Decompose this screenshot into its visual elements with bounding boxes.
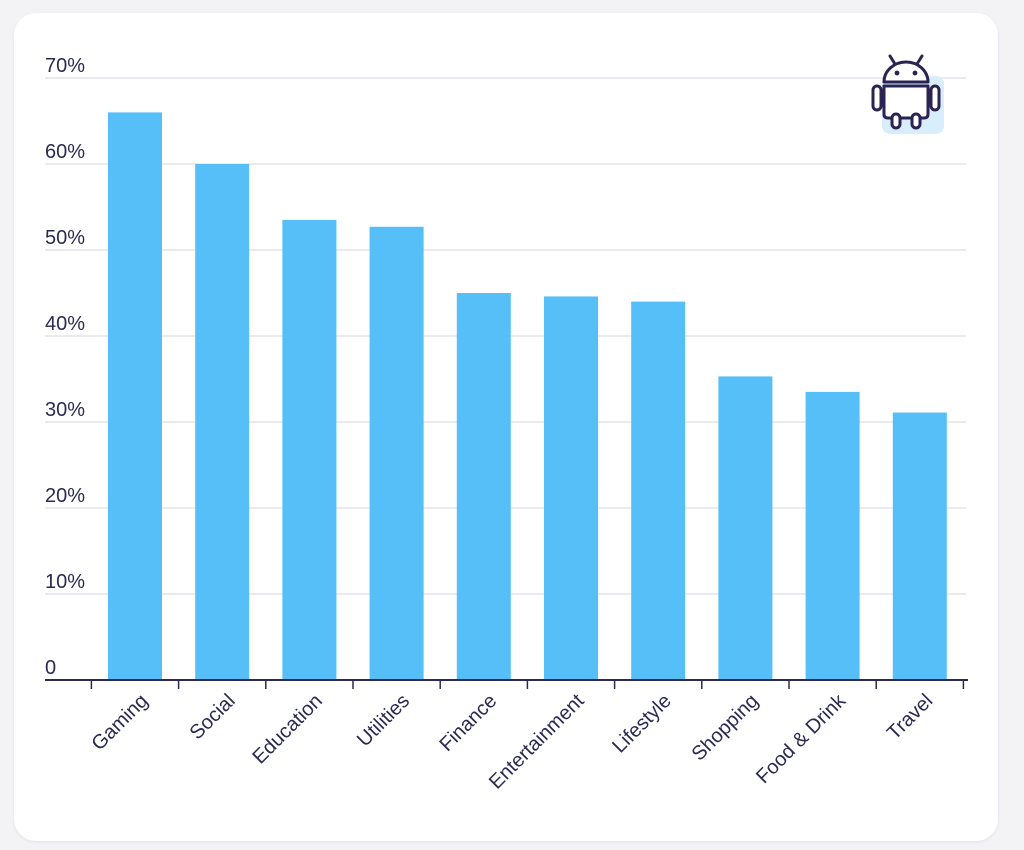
bar-entertainment — [544, 296, 598, 680]
bar-social — [195, 164, 250, 680]
y-tick-label: 20% — [45, 485, 85, 507]
y-tick-label: 0 — [45, 657, 56, 679]
bar-gaming — [108, 112, 162, 680]
y-tick-label: 50% — [45, 227, 85, 249]
bar-utilities — [369, 226, 424, 680]
y-tick-label: 10% — [45, 571, 85, 593]
bars — [108, 112, 947, 680]
x-tick-label: Travel — [883, 690, 937, 744]
bar-travel — [892, 412, 947, 680]
bar-shopping — [718, 376, 773, 680]
bar-finance — [456, 293, 511, 680]
android-icon-glyph — [871, 54, 944, 134]
x-tick-label: Lifestyle — [608, 690, 675, 757]
x-tick-label: Education — [248, 690, 326, 768]
bar-education — [282, 219, 337, 680]
x-tick-label: Utilities — [353, 690, 414, 751]
y-tick-label: 30% — [45, 399, 85, 421]
y-tick-label: 40% — [45, 313, 85, 335]
x-tick-label: Shopping — [688, 690, 763, 765]
x-tick-label: Finance — [435, 690, 501, 756]
x-tick-label: Social — [186, 690, 240, 744]
x-tick-label: Food & Drink — [752, 689, 851, 788]
android-icon — [871, 54, 944, 134]
y-tick-label: 60% — [45, 141, 85, 163]
bar-lifestyle — [631, 301, 686, 680]
bar-food-drink — [805, 391, 860, 680]
axes — [45, 679, 968, 689]
x-tick-label: Gaming — [87, 690, 152, 755]
y-tick-label: 70% — [45, 55, 85, 77]
